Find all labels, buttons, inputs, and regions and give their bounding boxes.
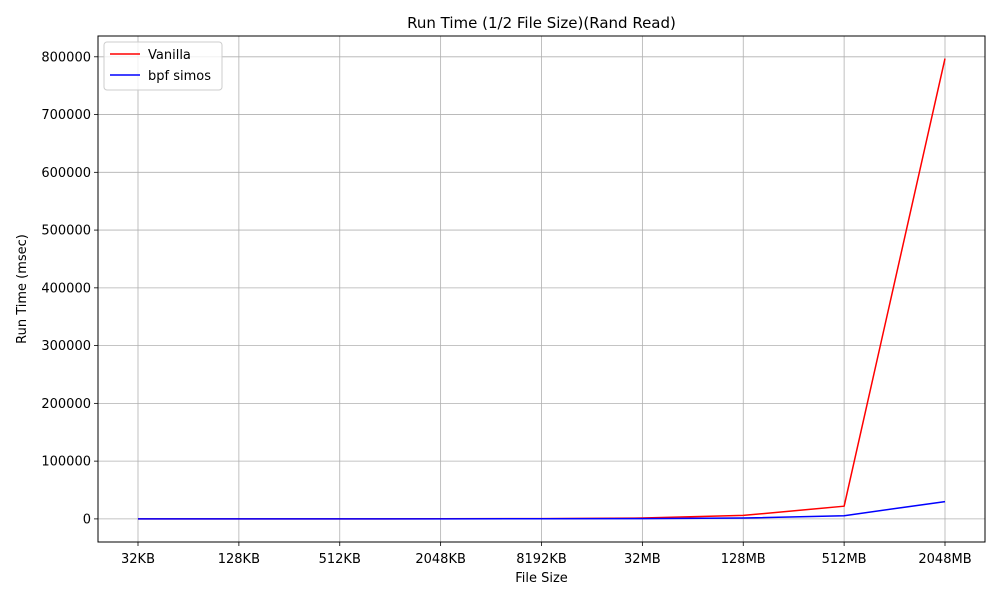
chart-title: Run Time (1/2 File Size)(Rand Read)	[407, 14, 676, 32]
x-tick-label: 8192KB	[516, 552, 567, 567]
x-axis-label: File Size	[515, 571, 568, 586]
legend: Vanilla bpf simos	[103, 41, 223, 91]
x-tick-label: 128KB	[218, 552, 260, 567]
y-tick-label: 500000	[41, 224, 91, 239]
x-tick-label: 2048MB	[918, 552, 971, 567]
series-lines	[137, 58, 946, 520]
y-tick-label: 100000	[41, 455, 91, 470]
x-tick-label: 512MB	[822, 552, 867, 567]
y-tick-label: 400000	[41, 281, 91, 296]
y-tick-label: 600000	[41, 166, 91, 181]
legend-label-vanilla: Vanilla	[148, 48, 191, 63]
y-tick-label: 700000	[41, 108, 91, 123]
y-tick-label: 200000	[41, 397, 91, 412]
y-tick-label: 300000	[41, 339, 91, 354]
axis-ticks: 32KB 128KB 512KB 2048KB 8192KB 32MB 128MB 512MB…	[41, 50, 971, 567]
x-tick-label: 512KB	[319, 552, 361, 567]
series-line-bpf-simos	[137, 500, 946, 520]
legend-label-bpf-simos: bpf simos	[148, 69, 211, 84]
x-tick-label: 32KB	[121, 552, 155, 567]
x-tick-label: 32MB	[624, 552, 661, 567]
y-tick-label: 0	[83, 512, 91, 527]
y-axis-label: Run Time (msec)	[15, 234, 30, 344]
y-tick-label: 800000	[41, 50, 91, 65]
x-tick-label: 128MB	[721, 552, 766, 567]
x-tick-label: 2048KB	[415, 552, 466, 567]
